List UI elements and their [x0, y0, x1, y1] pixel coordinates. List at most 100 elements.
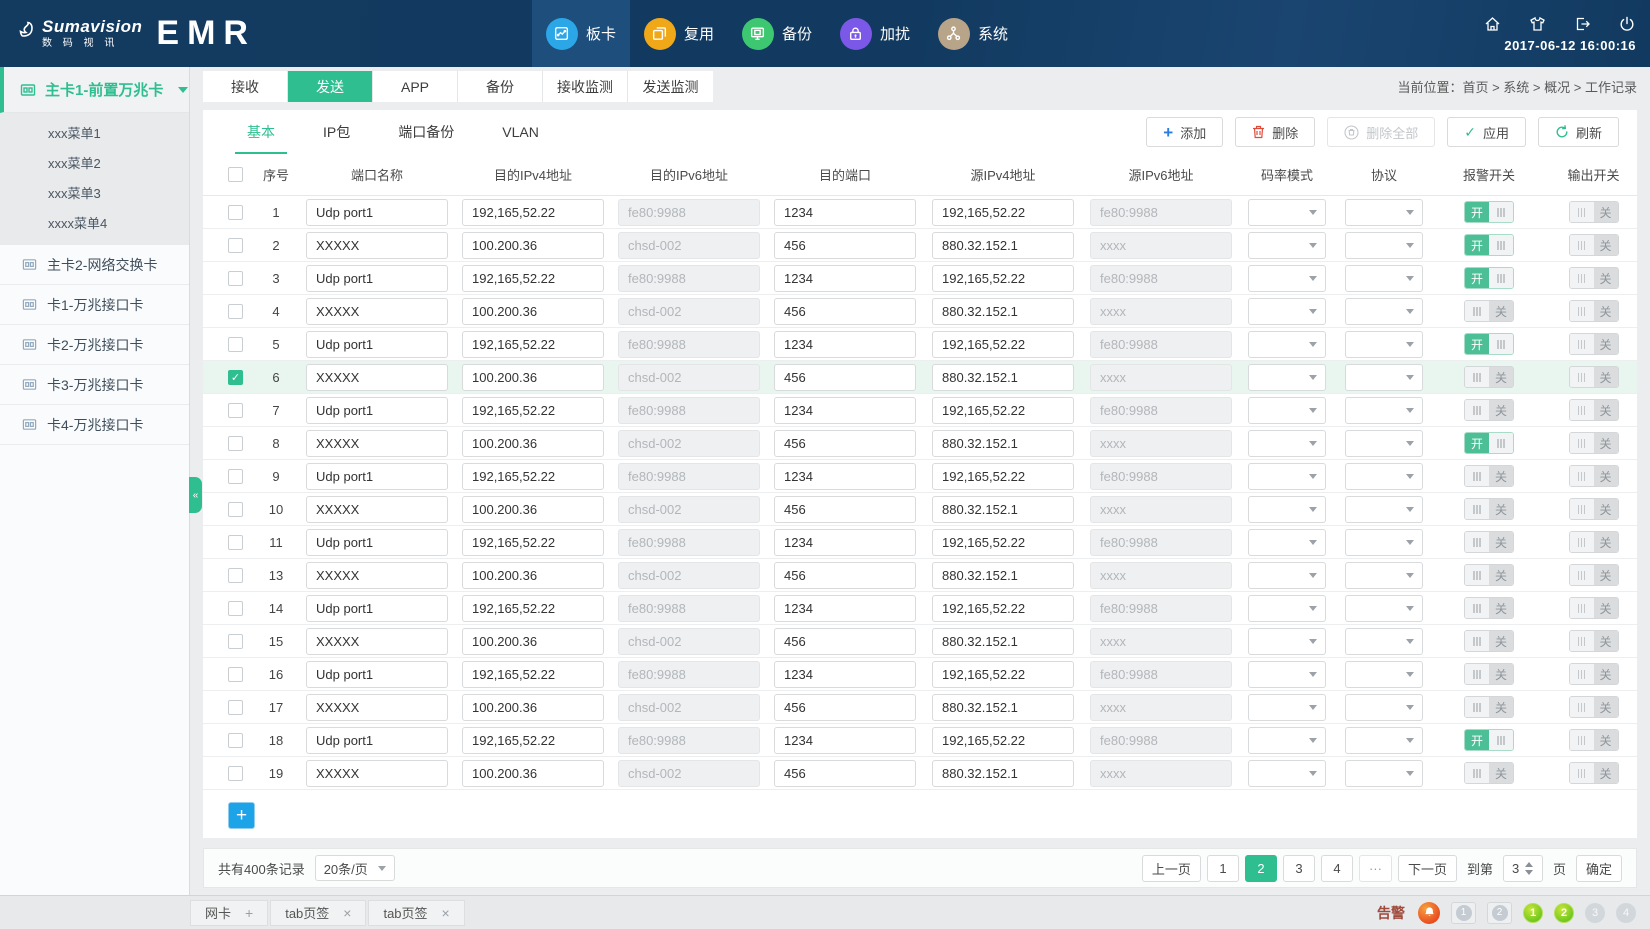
dst-port-input[interactable] — [774, 693, 916, 721]
delete-all-button[interactable]: 删除全部 — [1327, 117, 1436, 147]
rate-mode-select[interactable] — [1248, 693, 1326, 721]
footer-tab[interactable]: 网卡 + — [190, 899, 269, 926]
src-ipv4-input[interactable] — [932, 561, 1074, 589]
src-ipv4-input[interactable] — [932, 693, 1074, 721]
stepper-up-icon[interactable] — [1525, 861, 1534, 867]
dst-port-input[interactable] — [774, 330, 916, 358]
dst-ipv4-input[interactable] — [462, 198, 604, 226]
row-checkbox[interactable] — [228, 402, 243, 418]
port-name-input[interactable] — [306, 495, 448, 523]
sidebar-submenu-item[interactable]: xxx菜单2 — [48, 156, 101, 171]
dst-ipv4-input[interactable] — [462, 297, 604, 325]
src-ipv4-input[interactable] — [932, 594, 1074, 622]
dst-ipv4-input[interactable] — [462, 429, 604, 457]
nav-item-板卡[interactable]: 板卡 — [532, 0, 630, 67]
tab-备份[interactable]: 备份 — [458, 71, 543, 102]
output-switch[interactable]: 关 — [1568, 300, 1619, 322]
dst-port-input[interactable] — [774, 198, 916, 226]
sidebar-submenu-item[interactable]: xxx菜单1 — [48, 126, 101, 141]
dst-port-input[interactable] — [774, 264, 916, 292]
src-ipv4-input[interactable] — [932, 627, 1074, 655]
row-checkbox[interactable] — [228, 204, 243, 220]
port-name-input[interactable] — [306, 726, 448, 754]
dst-port-input[interactable] — [774, 495, 916, 523]
stepper-down-icon[interactable] — [1525, 869, 1534, 875]
dst-ipv4-input[interactable] — [462, 726, 604, 754]
status-badge[interactable]: 4 — [1616, 902, 1636, 923]
sidebar-item-card[interactable]: 卡1-万兆接口卡 — [0, 285, 189, 325]
footer-tab[interactable]: tab页签 × — [368, 899, 465, 926]
rate-mode-select[interactable] — [1248, 396, 1326, 424]
add-row-button[interactable]: + — [228, 802, 255, 829]
protocol-select[interactable] — [1345, 759, 1423, 787]
port-name-input[interactable] — [306, 330, 448, 358]
dst-ipv4-input[interactable] — [462, 528, 604, 556]
port-name-input[interactable] — [306, 198, 448, 226]
dst-port-input[interactable] — [774, 561, 916, 589]
breadcrumb-item[interactable]: 首页 — [1462, 80, 1489, 95]
dst-ipv4-input[interactable] — [462, 264, 604, 292]
dst-port-input[interactable] — [774, 231, 916, 259]
dst-ipv4-input[interactable] — [462, 363, 604, 391]
protocol-select[interactable] — [1345, 462, 1423, 490]
power-icon[interactable] — [1618, 15, 1636, 33]
subtab-基本[interactable]: 基本 — [223, 110, 299, 154]
src-ipv4-input[interactable] — [932, 759, 1074, 787]
alarm-switch[interactable]: 关 — [1464, 498, 1514, 520]
protocol-select[interactable] — [1345, 429, 1423, 457]
rate-mode-select[interactable] — [1248, 231, 1326, 259]
output-switch[interactable]: 关 — [1568, 630, 1619, 652]
dst-port-input[interactable] — [774, 660, 916, 688]
output-switch[interactable]: 关 — [1568, 234, 1619, 256]
src-ipv4-input[interactable] — [932, 660, 1074, 688]
src-ipv4-input[interactable] — [932, 198, 1074, 226]
src-ipv4-input[interactable] — [932, 297, 1074, 325]
row-checkbox[interactable] — [228, 633, 243, 649]
breadcrumb-item[interactable]: 系统 — [1503, 80, 1530, 95]
port-name-input[interactable] — [306, 561, 448, 589]
status-badge-active[interactable]: 1 — [1523, 902, 1543, 923]
row-checkbox[interactable] — [228, 303, 243, 319]
close-icon[interactable]: × — [343, 904, 352, 921]
footer-tab[interactable]: tab页签 × — [270, 899, 367, 926]
port-name-input[interactable] — [306, 429, 448, 457]
output-switch[interactable]: 关 — [1568, 267, 1619, 289]
alarm-switch[interactable]: 关 — [1464, 366, 1514, 388]
logout-icon[interactable] — [1573, 15, 1592, 33]
plus-icon[interactable]: + — [245, 904, 254, 921]
output-switch[interactable]: 关 — [1568, 366, 1619, 388]
row-checkbox[interactable] — [228, 468, 243, 484]
rate-mode-select[interactable] — [1248, 264, 1326, 292]
alarm-switch[interactable]: 关 — [1464, 696, 1514, 718]
alarm-switch[interactable]: 开 — [1464, 333, 1514, 355]
nav-item-复用[interactable]: 复用 — [630, 0, 728, 67]
confirm-button[interactable]: 确定 — [1575, 854, 1622, 882]
src-ipv4-input[interactable] — [932, 495, 1074, 523]
goto-page-stepper[interactable]: 3 — [1502, 854, 1543, 882]
dst-port-input[interactable] — [774, 429, 916, 457]
sidebar-item-card[interactable]: 主卡2-网络交换卡 — [0, 245, 189, 285]
nav-item-系统[interactable]: 系统 — [924, 0, 1022, 67]
dst-ipv4-input[interactable] — [462, 594, 604, 622]
stepper-arrows[interactable] — [1525, 861, 1534, 875]
subtab-端口备份[interactable]: 端口备份 — [398, 124, 455, 140]
sidebar-submenu-item[interactable]: xxx菜单3 — [48, 186, 101, 201]
rate-mode-select[interactable] — [1248, 429, 1326, 457]
home-icon[interactable] — [1483, 15, 1502, 33]
protocol-select[interactable] — [1345, 660, 1423, 688]
page-button-1[interactable]: 1 — [1206, 854, 1239, 882]
alarm-switch[interactable]: 关 — [1464, 399, 1514, 421]
row-checkbox[interactable] — [228, 765, 243, 781]
row-checkbox[interactable] — [228, 699, 243, 715]
row-checkbox[interactable]: ✓ — [228, 369, 243, 385]
dst-port-input[interactable] — [774, 462, 916, 490]
port-name-input[interactable] — [306, 396, 448, 424]
rate-mode-select[interactable] — [1248, 462, 1326, 490]
row-checkbox[interactable] — [228, 270, 243, 286]
alarm-switch[interactable]: 关 — [1464, 300, 1514, 322]
status-badge[interactable]: 2 — [1487, 901, 1512, 924]
rate-mode-select[interactable] — [1248, 561, 1326, 589]
protocol-select[interactable] — [1345, 726, 1423, 754]
dst-ipv4-input[interactable] — [462, 330, 604, 358]
dst-port-input[interactable] — [774, 363, 916, 391]
